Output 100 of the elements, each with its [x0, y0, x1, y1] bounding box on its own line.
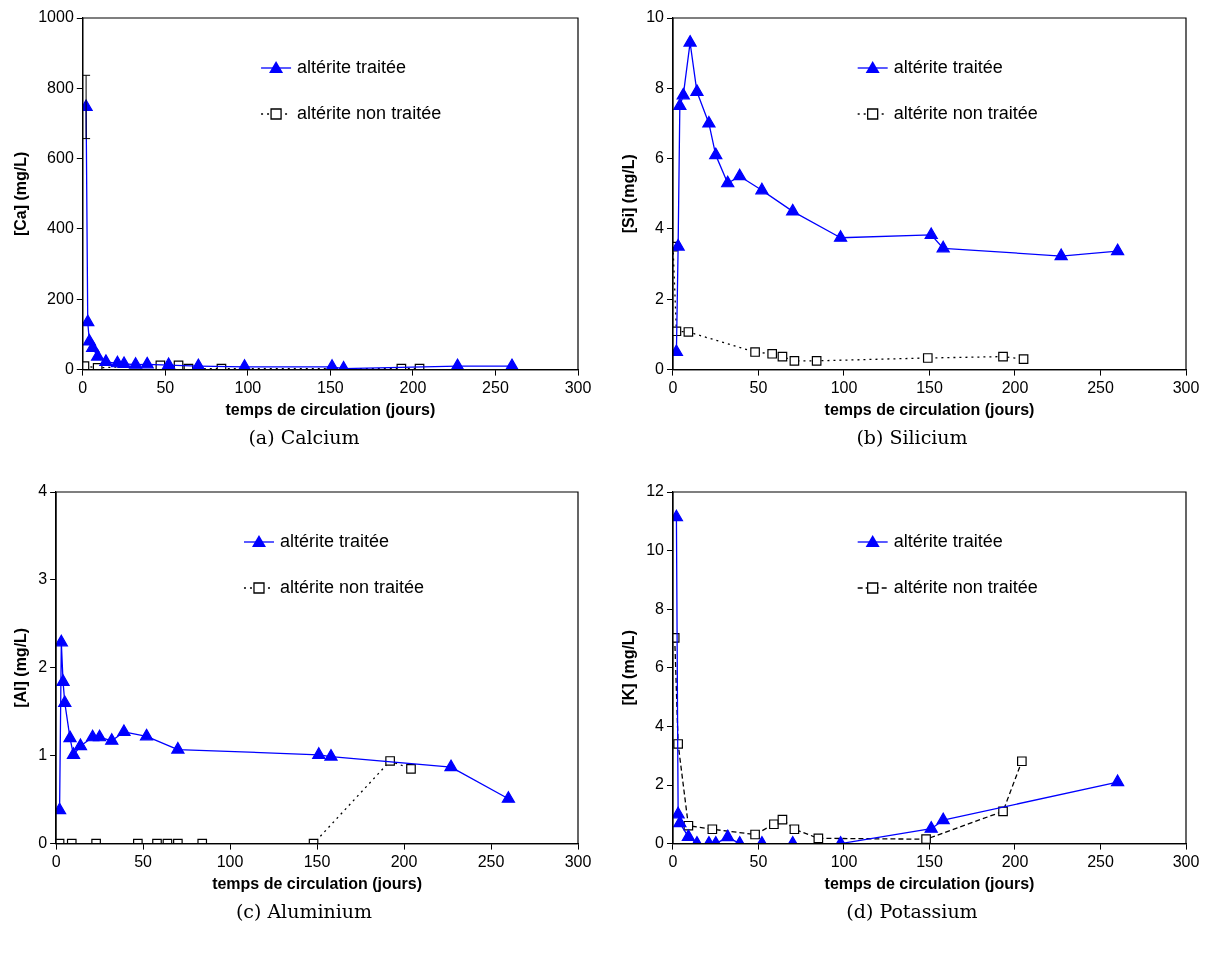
- point: [99, 354, 113, 366]
- point: [683, 35, 697, 47]
- x-tick-label: 200: [390, 852, 418, 870]
- point: [63, 730, 77, 743]
- point: [750, 347, 760, 357]
- y-tick-label: 3: [38, 570, 48, 588]
- y-tick-label: 10: [646, 8, 665, 26]
- point: [676, 87, 690, 100]
- x-axis-title: temps de circulation (jours): [824, 400, 1035, 418]
- point: [1110, 774, 1125, 787]
- point: [924, 821, 938, 833]
- point: [702, 115, 716, 128]
- y-axis-title: [Si] (mg/L): [620, 154, 638, 234]
- legend-label: altérite non traitée: [279, 576, 425, 597]
- x-tick-label: 0: [668, 378, 678, 396]
- point: [769, 819, 779, 830]
- x-tick-label: 300: [564, 852, 592, 870]
- x-tick-label: 200: [1001, 378, 1029, 396]
- point: [117, 356, 131, 369]
- point: [66, 747, 81, 759]
- y-tick-label: 12: [646, 482, 665, 500]
- point: [58, 695, 72, 708]
- point: [767, 348, 778, 359]
- point: [105, 733, 119, 745]
- y-tick-label: 1: [38, 746, 48, 764]
- point: [789, 824, 800, 835]
- point: [128, 357, 143, 369]
- point: [171, 741, 185, 754]
- y-tick-label: 8: [655, 78, 665, 96]
- point: [56, 674, 70, 686]
- x-tick-label: 0: [668, 852, 678, 870]
- point: [924, 227, 938, 240]
- legend-label: altérite traitée: [893, 530, 1003, 551]
- point: [139, 728, 154, 741]
- x-tick-label: 300: [1172, 852, 1200, 870]
- x-tick-label: 100: [234, 378, 262, 396]
- x-tick-label: 0: [78, 378, 88, 396]
- point: [833, 230, 848, 242]
- point: [1054, 248, 1068, 261]
- point: [998, 806, 1008, 817]
- point: [161, 357, 176, 370]
- legend-label: altérite traitée: [279, 530, 390, 551]
- text: (d) Potassium: [845, 900, 979, 922]
- point: [501, 791, 516, 803]
- text: (a) Calcium: [247, 426, 361, 448]
- point: [1018, 354, 1029, 364]
- point: [86, 340, 100, 352]
- point: [56, 634, 68, 647]
- legend-label: altérite traitée: [893, 56, 1003, 77]
- point: [936, 240, 950, 253]
- x-tick-label: 200: [1001, 852, 1029, 870]
- point: [755, 182, 769, 195]
- y-tick-label: 400: [47, 219, 74, 237]
- text: (c) Aluminium: [234, 900, 374, 922]
- x-tick-label: 250: [1087, 852, 1114, 870]
- x-tick-label: 300: [564, 378, 592, 396]
- point: [707, 824, 718, 835]
- x-tick-label: 250: [1087, 378, 1114, 396]
- x-tick-label: 250: [477, 852, 505, 870]
- point: [444, 759, 458, 772]
- legend-label: altérite non traitée: [893, 102, 1038, 123]
- point: [811, 355, 822, 366]
- point: [1110, 243, 1125, 256]
- point: [92, 729, 107, 742]
- x-tick-label: 100: [830, 852, 858, 870]
- legend-label: altérite traitée: [297, 56, 407, 77]
- y-tick-label: 200: [47, 289, 74, 307]
- point: [683, 327, 694, 337]
- point: [82, 314, 95, 327]
- x-tick-label: 50: [134, 852, 153, 870]
- y-axis-title: [Ca] (mg/L): [12, 151, 30, 237]
- point: [709, 147, 723, 160]
- y-tick-label: 8: [655, 599, 665, 617]
- y-axis-title: [Al] (mg/L): [12, 627, 30, 708]
- x-axis-title: temps de circulation (jours): [212, 874, 422, 892]
- y-tick-label: 6: [655, 658, 665, 676]
- point: [673, 815, 687, 828]
- x-tick-label: 150: [303, 852, 331, 870]
- point: [90, 348, 105, 361]
- point: [998, 351, 1008, 362]
- point: [681, 829, 696, 841]
- x-tick-label: 100: [216, 852, 244, 870]
- point: [750, 829, 760, 840]
- x-tick-label: 200: [399, 378, 427, 396]
- point: [117, 724, 131, 737]
- y-tick-label: 2: [655, 775, 665, 793]
- legend-label: altérite non traitée: [893, 576, 1038, 597]
- point: [140, 356, 154, 369]
- x-tick-label: 50: [156, 378, 175, 396]
- y-tick-label: 4: [655, 716, 665, 734]
- point: [921, 834, 931, 844]
- x-tick-label: 100: [830, 378, 858, 396]
- point: [721, 175, 735, 188]
- point: [312, 747, 326, 759]
- y-axis-title: [K] (mg/L): [620, 630, 638, 706]
- x-tick-label: 250: [482, 378, 509, 396]
- point: [673, 238, 685, 251]
- y-tick-label: 6: [655, 149, 665, 167]
- point: [721, 829, 735, 842]
- text: (b) Silicium: [855, 426, 969, 448]
